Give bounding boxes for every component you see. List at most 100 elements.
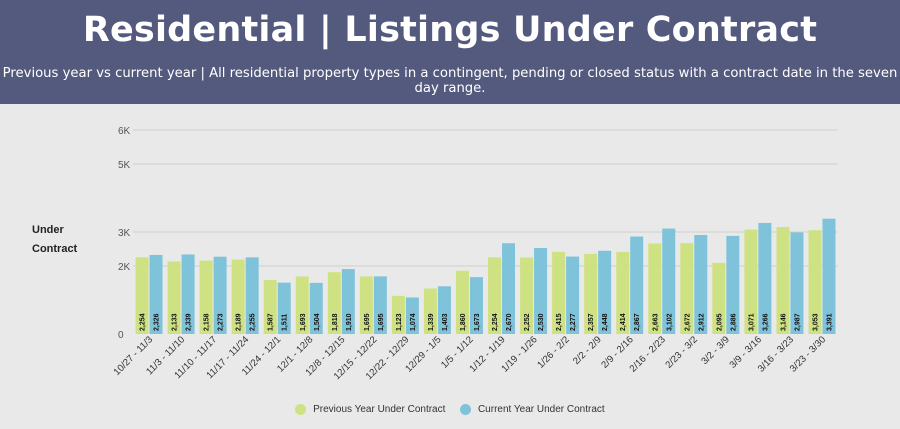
bar-current bbox=[405, 297, 419, 334]
bar-value-label: 1,403 bbox=[442, 313, 449, 331]
bar-value-label: 3,146 bbox=[780, 313, 787, 331]
bar-current bbox=[726, 235, 740, 334]
y-axis-label-line2: Contract bbox=[32, 243, 78, 255]
bar-value-label: 3,053 bbox=[812, 313, 819, 331]
bar-previous bbox=[680, 243, 694, 334]
bar-value-label: 2,867 bbox=[634, 313, 641, 331]
x-tick-label: 1/26 - 2/2 bbox=[535, 334, 571, 370]
bar-previous bbox=[712, 262, 726, 334]
bar-value-label: 1,504 bbox=[314, 313, 321, 331]
bar-value-label: 2,273 bbox=[218, 313, 225, 331]
bar-previous bbox=[263, 280, 277, 334]
bar-value-label: 1,673 bbox=[474, 313, 481, 331]
bar-value-label: 1,818 bbox=[332, 313, 339, 331]
bar-previous bbox=[552, 251, 566, 334]
bar-previous bbox=[295, 276, 309, 334]
legend: Previous Year Under Contract Current Yea… bbox=[0, 404, 900, 415]
bar-value-label: 1,339 bbox=[428, 313, 435, 331]
bar-previous bbox=[520, 257, 534, 334]
bar-value-label: 2,987 bbox=[794, 313, 801, 331]
bar-previous bbox=[423, 288, 437, 334]
y-tick-label: 2K bbox=[118, 262, 131, 273]
bar-current bbox=[341, 269, 355, 334]
bar-current bbox=[277, 282, 291, 334]
bar-value-label: 1,587 bbox=[268, 313, 275, 331]
bar-previous bbox=[167, 261, 181, 334]
bar-value-label: 2,448 bbox=[602, 313, 609, 331]
page-subtitle: Previous year vs current year | All resi… bbox=[2, 66, 898, 96]
bar-value-label: 2,133 bbox=[172, 313, 179, 331]
bar-current bbox=[309, 282, 323, 334]
x-tick-label: 2/2 - 2/9 bbox=[571, 334, 604, 367]
bar-value-label: 2,886 bbox=[730, 313, 737, 331]
bar-current bbox=[566, 256, 580, 334]
bar-previous bbox=[776, 227, 790, 334]
bar-value-label: 1,695 bbox=[378, 313, 385, 331]
bar-current bbox=[502, 243, 516, 334]
legend-swatch-current bbox=[460, 404, 472, 415]
bar-previous bbox=[488, 257, 502, 334]
bar-current bbox=[694, 234, 708, 334]
bar-value-label: 2,252 bbox=[524, 313, 531, 331]
bar-value-label: 2,254 bbox=[492, 313, 499, 331]
bar-value-label: 2,663 bbox=[652, 313, 659, 331]
bar-previous bbox=[455, 270, 469, 334]
bar-previous bbox=[391, 295, 405, 334]
bar-current bbox=[181, 254, 195, 334]
bar-current bbox=[598, 250, 612, 334]
bar-value-label: 1,511 bbox=[282, 314, 289, 331]
bar-value-label: 2,415 bbox=[556, 313, 563, 331]
bar-current bbox=[790, 232, 804, 334]
page-title: Residential | Listings Under Contract bbox=[82, 10, 818, 50]
bar-value-label: 1,695 bbox=[364, 313, 371, 331]
legend-item-previous[interactable]: Previous Year Under Contract bbox=[295, 404, 445, 415]
bar-previous bbox=[648, 243, 662, 334]
y-tick-label: 6K bbox=[118, 126, 131, 137]
legend-label-current: Current Year Under Contract bbox=[477, 404, 605, 416]
bar-value-label: 2,912 bbox=[698, 313, 705, 331]
legend-swatch-previous bbox=[295, 404, 307, 415]
bar-previous bbox=[327, 272, 341, 334]
bar-current bbox=[437, 286, 451, 334]
bar-current bbox=[213, 256, 227, 334]
bar-value-label: 2,158 bbox=[204, 313, 211, 331]
bar-value-label: 2,254 bbox=[140, 313, 147, 331]
bar-current bbox=[534, 247, 548, 334]
bar-value-label: 1,910 bbox=[346, 313, 353, 331]
bar-value-label: 3,391 bbox=[826, 313, 833, 331]
title-banner bbox=[0, 0, 900, 104]
bar-current bbox=[245, 257, 259, 334]
bar-value-label: 1,074 bbox=[410, 313, 417, 331]
legend-item-current[interactable]: Current Year Under Contract bbox=[460, 404, 605, 415]
bar-current bbox=[822, 218, 836, 334]
bar-previous bbox=[199, 260, 213, 334]
x-tick-label: 3/2 - 3/9 bbox=[699, 334, 732, 367]
legend-label-previous: Previous Year Under Contract bbox=[313, 404, 446, 416]
bar-value-label: 3,071 bbox=[748, 313, 755, 331]
bar-current bbox=[373, 276, 387, 334]
bar-previous bbox=[808, 230, 822, 334]
bar-previous bbox=[359, 276, 373, 334]
bar-value-label: 2,414 bbox=[620, 313, 627, 331]
x-tick-label: 2/23 - 3/2 bbox=[663, 334, 699, 370]
bar-current bbox=[149, 254, 163, 334]
bar-value-label: 1,693 bbox=[300, 313, 307, 331]
bar-current bbox=[758, 222, 772, 334]
y-tick-label: 5K bbox=[118, 160, 131, 171]
bar-previous bbox=[135, 257, 149, 334]
bar-value-label: 2,339 bbox=[186, 313, 193, 331]
bar-value-label: 2,672 bbox=[684, 313, 691, 331]
bar-value-label: 1,123 bbox=[396, 313, 403, 331]
y-tick-label: 3K bbox=[118, 228, 131, 239]
bar-value-label: 1,860 bbox=[460, 313, 467, 331]
bar-value-label: 2,530 bbox=[538, 313, 545, 331]
bar-value-label: 2,189 bbox=[236, 313, 243, 331]
bar-previous bbox=[584, 253, 598, 334]
bar-value-label: 2,277 bbox=[570, 313, 577, 331]
bar-previous bbox=[616, 251, 630, 334]
y-axis-label-line1: Under bbox=[32, 224, 64, 236]
bar-value-label: 2,670 bbox=[506, 313, 513, 331]
bar-value-label: 2,326 bbox=[154, 313, 161, 331]
bar-value-label: 3,102 bbox=[666, 313, 673, 331]
